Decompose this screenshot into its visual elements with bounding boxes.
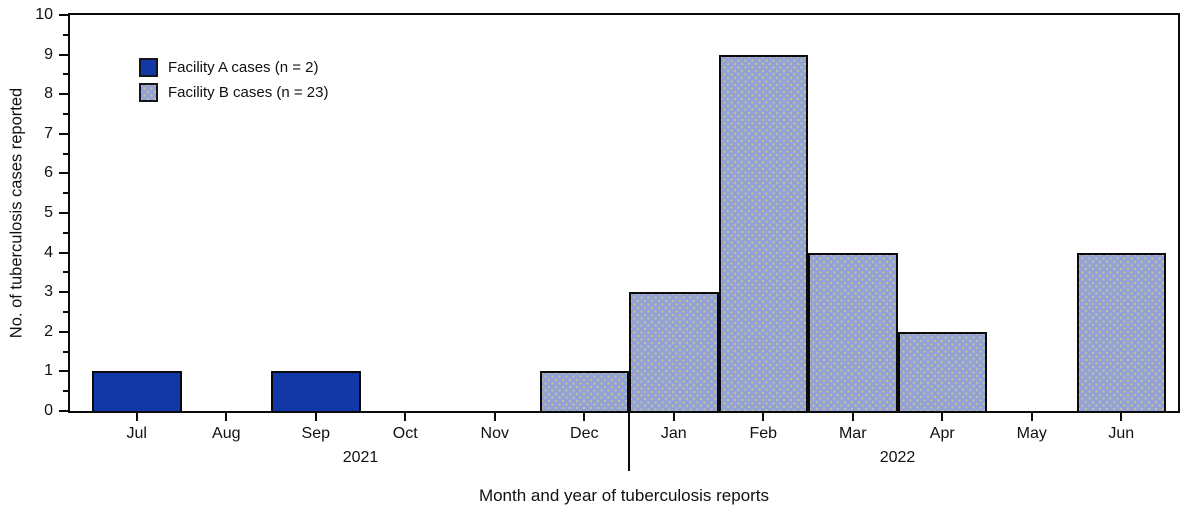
y-minor-tick — [63, 192, 68, 195]
facility-b-swatch-icon — [139, 83, 158, 102]
y-tick-label: 2 — [44, 322, 53, 340]
legend: Facility A cases (n = 2) Facility B case… — [139, 55, 328, 105]
month-label: May — [1016, 425, 1047, 442]
month-label: Jul — [126, 425, 147, 442]
x-tick — [225, 413, 228, 421]
legend-label-facility-b: Facility B cases (n = 23) — [168, 83, 329, 101]
bar-dec-facility-b — [539, 371, 629, 411]
x-tick — [941, 413, 944, 421]
y-minor-tick — [63, 350, 68, 353]
legend-item-facility-b: Facility B cases (n = 23) — [139, 80, 328, 105]
legend-item-facility-a: Facility A cases (n = 2) — [139, 55, 328, 80]
y-major-tick — [59, 93, 68, 96]
y-major-tick — [59, 172, 68, 175]
facility-a-swatch-icon — [139, 58, 158, 77]
month-label: Apr — [929, 425, 955, 442]
y-minor-tick — [63, 113, 68, 115]
y-minor-tick — [63, 311, 68, 313]
x-tick — [851, 413, 854, 421]
month-label: Mar — [838, 425, 867, 442]
y-minor-tick — [63, 390, 68, 393]
bar-jul-facility-a — [92, 371, 182, 411]
month-label: Nov — [480, 425, 509, 442]
bar-apr-facility-b — [897, 331, 987, 411]
month-label: Feb — [749, 425, 778, 442]
y-tick-label: 0 — [44, 402, 53, 419]
y-minor-tick — [63, 33, 68, 36]
y-tick-label: 6 — [44, 164, 53, 182]
y-tick-label: 3 — [44, 283, 53, 301]
x-tick — [135, 413, 138, 421]
legend-label-facility-a: Facility A cases (n = 2) — [168, 58, 319, 76]
x-tick — [1120, 413, 1123, 421]
bar-jan-facility-b — [629, 292, 719, 411]
month-label: Sep — [301, 425, 330, 442]
plot-area — [68, 13, 1180, 413]
bar-sep-facility-a — [271, 371, 361, 411]
y-minor-tick — [63, 73, 68, 76]
year-label: 2021 — [342, 449, 379, 466]
month-label: Aug — [212, 425, 241, 442]
bar-feb-facility-b — [718, 54, 808, 411]
x-tick — [762, 413, 765, 421]
y-minor-tick — [63, 231, 68, 234]
y-tick-label: 10 — [35, 6, 53, 23]
year-label: 2022 — [879, 449, 916, 466]
month-label: Jan — [660, 425, 687, 442]
y-major-tick — [59, 330, 68, 333]
x-tick — [672, 413, 675, 421]
y-major-tick — [59, 291, 68, 294]
y-major-tick — [59, 53, 68, 56]
bar-jun-facility-b — [1076, 252, 1166, 411]
y-tick-label: 1 — [44, 362, 53, 380]
y-minor-tick — [63, 152, 68, 155]
y-major-tick — [59, 370, 68, 373]
x-tick — [583, 413, 586, 421]
x-tick — [314, 413, 317, 421]
y-major-tick — [59, 212, 68, 214]
x-tick — [1030, 413, 1033, 421]
y-major-tick — [59, 132, 68, 135]
y-tick-label: 4 — [44, 243, 53, 261]
y-major-tick — [59, 251, 68, 254]
month-label: Dec — [570, 425, 599, 442]
y-minor-tick — [63, 271, 68, 274]
y-major-tick — [59, 410, 68, 412]
x-axis-title: Month and year of tuberculosis reports — [478, 486, 770, 505]
x-tick — [493, 413, 496, 421]
year-divider-line — [628, 413, 630, 471]
x-tick — [404, 413, 407, 421]
y-major-tick — [59, 14, 68, 16]
y-tick-label: 9 — [44, 45, 53, 63]
y-tick-label: 5 — [44, 204, 53, 221]
y-tick-label: 7 — [44, 124, 53, 142]
month-label: Oct — [392, 425, 418, 442]
y-tick-label: 8 — [44, 85, 53, 103]
month-label: Jun — [1108, 425, 1135, 442]
bar-mar-facility-b — [808, 252, 898, 411]
